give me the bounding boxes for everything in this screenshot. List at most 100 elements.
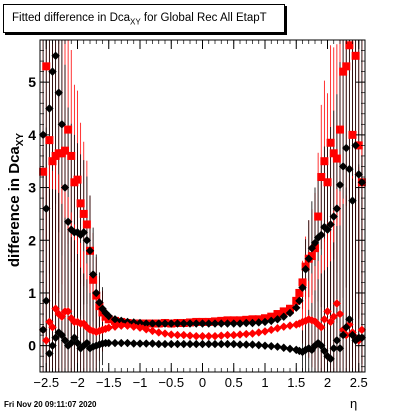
data-point [223, 319, 232, 328]
data-point [254, 340, 263, 350]
data-point [73, 175, 82, 184]
data-point [57, 120, 67, 129]
data-point [335, 344, 345, 353]
data-point [260, 317, 270, 327]
data-point [326, 138, 335, 147]
data-point [342, 62, 351, 71]
data-point [48, 323, 57, 332]
data-point [117, 338, 126, 348]
data-point [314, 212, 323, 221]
data-point [348, 196, 357, 205]
data-point [38, 325, 48, 335]
x-tick-label: 0.5 [225, 375, 243, 390]
x-tick-label: 1 [261, 375, 268, 390]
x-tick-label: 0 [199, 375, 206, 390]
data-point [95, 298, 104, 307]
data-point [160, 329, 170, 338]
data-point [61, 146, 69, 155]
y-tick-label: 5 [28, 74, 36, 90]
data-point [235, 340, 245, 349]
data-point [192, 319, 201, 328]
data-point [117, 321, 126, 330]
data-point [329, 312, 338, 321]
data-point [82, 236, 92, 245]
y-tick-label: 4 [28, 127, 36, 143]
data-point [295, 288, 304, 297]
data-point [148, 339, 157, 348]
data-point [123, 338, 132, 348]
data-point [142, 319, 151, 328]
data-point [76, 230, 85, 240]
data-point [357, 178, 367, 187]
data-point [173, 330, 182, 340]
data-point [229, 319, 238, 328]
data-point [67, 151, 76, 160]
data-point [335, 309, 345, 319]
x-axis-label: η [350, 396, 358, 411]
data-point [229, 339, 238, 349]
data-point [45, 136, 54, 145]
x-tick-label: −2 [70, 375, 85, 390]
data-point [48, 157, 57, 166]
data-point [336, 125, 344, 134]
data-point [320, 315, 329, 324]
data-point [260, 341, 270, 350]
y-tick-label: 1 [28, 285, 36, 301]
data-point [329, 344, 338, 353]
data-point [204, 331, 213, 341]
data-point [248, 340, 257, 349]
data-point [204, 319, 213, 328]
data-point [279, 312, 288, 321]
data-point [217, 319, 226, 328]
data-point [173, 319, 182, 328]
data-point [267, 316, 276, 326]
data-point [39, 167, 48, 176]
data-point [323, 307, 332, 316]
data-point [179, 330, 188, 340]
data-point [129, 318, 138, 327]
data-point [332, 154, 341, 163]
data-point [267, 325, 276, 335]
data-point [279, 322, 288, 331]
data-point [198, 319, 207, 328]
data-point [229, 330, 238, 340]
data-point [167, 339, 176, 349]
data-point [154, 339, 163, 349]
data-point [273, 310, 282, 319]
data-point [286, 304, 294, 313]
data-point [332, 336, 342, 345]
data-point [357, 333, 367, 342]
data-point [167, 319, 176, 328]
data-point [148, 326, 157, 336]
data-point [223, 330, 232, 340]
data-point [104, 311, 113, 321]
data-point [354, 170, 363, 179]
data-point [192, 339, 201, 349]
data-point [345, 164, 354, 174]
data-point [179, 339, 188, 349]
x-tick-label: −1 [133, 375, 148, 390]
data-point [342, 323, 351, 332]
data-point [110, 315, 120, 324]
data-point [173, 339, 182, 349]
data-point [307, 252, 316, 261]
data-point [79, 228, 88, 237]
data-point [60, 183, 70, 192]
data-point [329, 149, 338, 158]
data-point [267, 312, 276, 321]
data-point [64, 125, 73, 134]
chart-title-box: Fitted difference in DcaXY for Global Re… [3, 4, 285, 33]
data-point [285, 308, 295, 318]
data-point [317, 173, 326, 182]
y-axis-label: difference in DcaXY [6, 132, 26, 268]
data-point [304, 254, 313, 263]
data-point [357, 325, 367, 335]
data-point [329, 212, 338, 221]
data-point [345, 41, 354, 50]
data-point [217, 331, 226, 340]
data-point [351, 141, 360, 150]
x-axis: −2.5 −2 −1.5 −1 −0.5 0 0.5 1 1.5 2 2.5 [33, 40, 368, 390]
data-point [185, 319, 195, 328]
data-point [185, 331, 195, 340]
